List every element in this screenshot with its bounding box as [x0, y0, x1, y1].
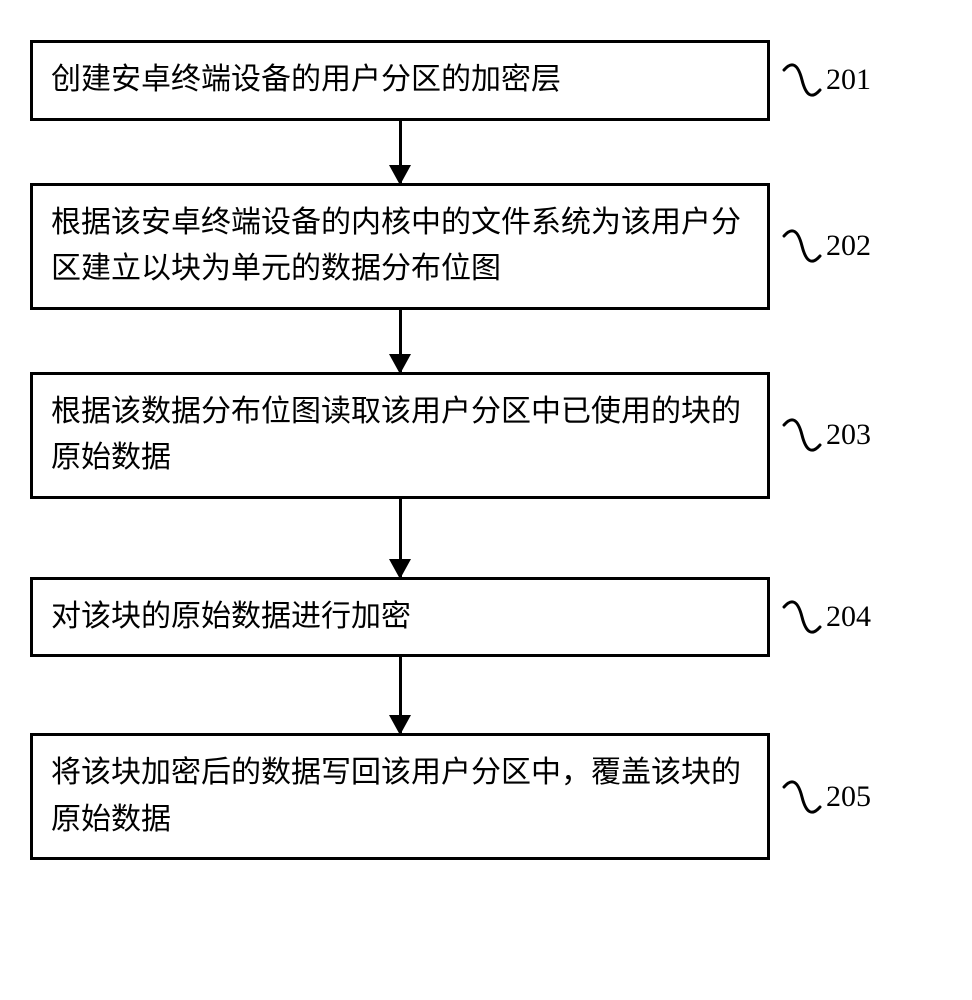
flow-node: 根据该数据分布位图读取该用户分区中已使用的块的原始数据	[30, 372, 770, 499]
step-connector: 205	[782, 773, 871, 821]
flow-node: 将该块加密后的数据写回该用户分区中，覆盖该块的原始数据	[30, 733, 770, 860]
flow-node: 根据该安卓终端设备的内核中的文件系统为该用户分区建立以块为单元的数据分布位图	[30, 183, 770, 310]
arrow-wrap	[30, 657, 770, 733]
step-connector: 203	[782, 411, 871, 459]
step-connector: 201	[782, 56, 871, 104]
down-arrow-icon	[399, 121, 402, 183]
arrow-wrap	[30, 121, 770, 183]
flow-row: 对该块的原始数据进行加密 204	[30, 577, 942, 658]
step-number: 202	[826, 229, 871, 263]
arrow-wrap	[30, 310, 770, 372]
step-number: 205	[826, 780, 871, 814]
tilde-icon	[782, 222, 822, 270]
down-arrow-icon	[399, 310, 402, 372]
flow-row: 创建安卓终端设备的用户分区的加密层 201	[30, 40, 942, 121]
tilde-icon	[782, 593, 822, 641]
flow-node: 创建安卓终端设备的用户分区的加密层	[30, 40, 770, 121]
tilde-icon	[782, 56, 822, 104]
step-number: 204	[826, 600, 871, 634]
step-connector: 202	[782, 222, 871, 270]
flow-row: 将该块加密后的数据写回该用户分区中，覆盖该块的原始数据 205	[30, 733, 942, 860]
tilde-icon	[782, 773, 822, 821]
step-connector: 204	[782, 593, 871, 641]
flow-row: 根据该安卓终端设备的内核中的文件系统为该用户分区建立以块为单元的数据分布位图 2…	[30, 183, 942, 310]
tilde-icon	[782, 411, 822, 459]
flow-row: 根据该数据分布位图读取该用户分区中已使用的块的原始数据 203	[30, 372, 942, 499]
flowchart-container: 创建安卓终端设备的用户分区的加密层 201 根据该安卓终端设备的内核中的文件系统为…	[30, 40, 942, 860]
flow-node: 对该块的原始数据进行加密	[30, 577, 770, 658]
arrow-wrap	[30, 499, 770, 577]
down-arrow-icon	[399, 657, 402, 733]
step-number: 201	[826, 63, 871, 97]
step-number: 203	[826, 418, 871, 452]
down-arrow-icon	[399, 499, 402, 577]
